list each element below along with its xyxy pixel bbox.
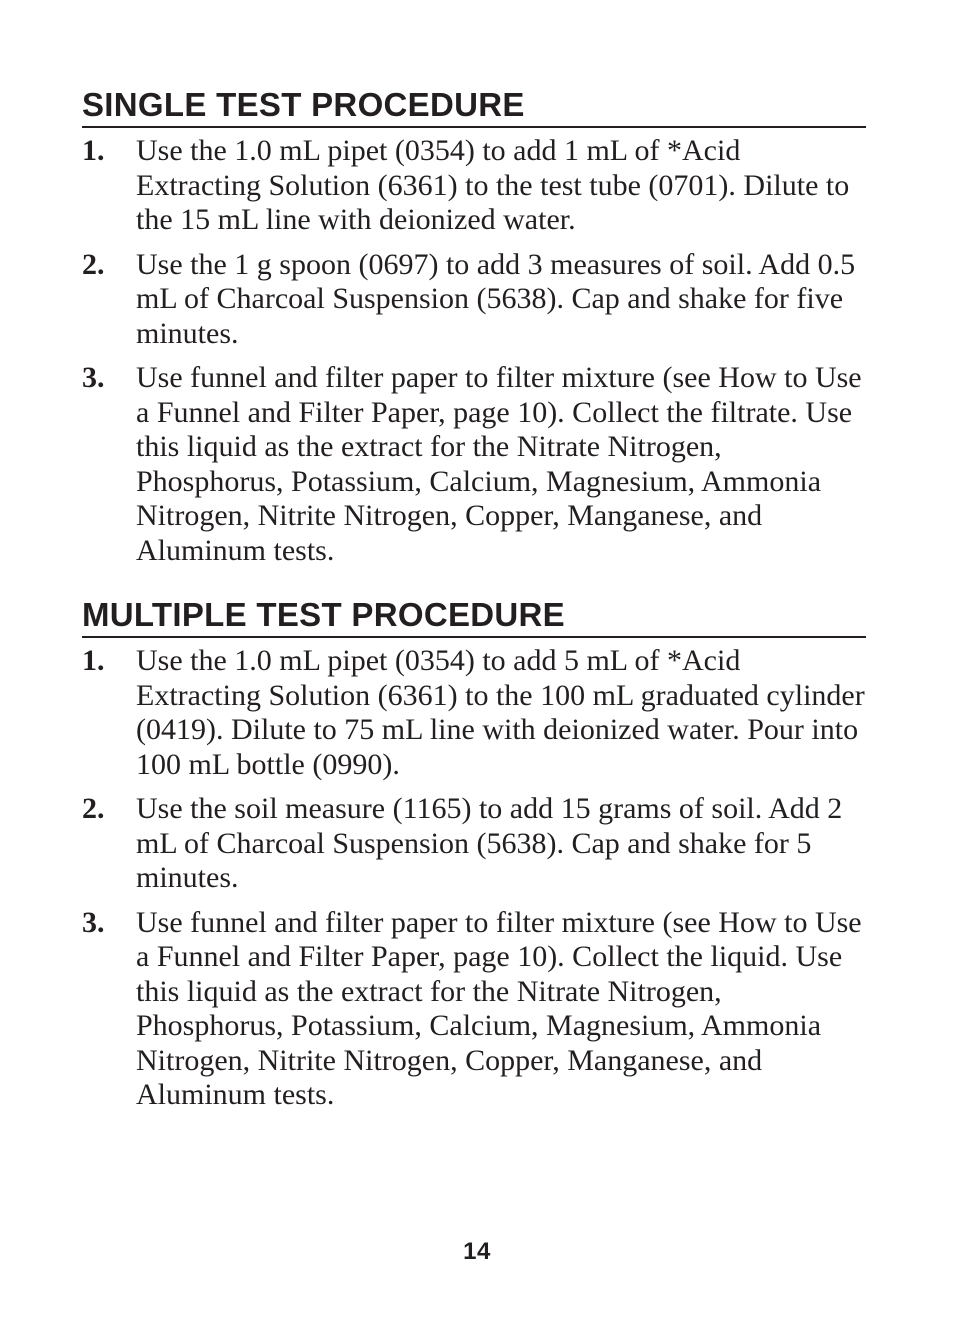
list-item: 1. Use the 1.0 mL pipet (0354) to add 5 …	[82, 644, 866, 782]
list-item: 1. Use the 1.0 mL pipet (0354) to add 1 …	[82, 134, 866, 238]
item-text: Use the soil measure (1165) to add 15 gr…	[136, 792, 866, 896]
item-text: Use the 1.0 mL pipet (0354) to add 5 mL …	[136, 644, 866, 782]
heading-single-test: SINGLE TEST PROCEDURE	[82, 86, 866, 128]
single-test-list: 1. Use the 1.0 mL pipet (0354) to add 1 …	[82, 134, 866, 568]
item-number: 3.	[82, 906, 136, 941]
list-item: 3. Use funnel and filter paper to filter…	[82, 906, 866, 1113]
item-text: Use funnel and filter paper to filter mi…	[136, 906, 866, 1113]
item-number: 1.	[82, 644, 136, 679]
item-number: 2.	[82, 248, 136, 283]
item-number: 2.	[82, 792, 136, 827]
item-number: 3.	[82, 361, 136, 396]
page: SINGLE TEST PROCEDURE 1. Use the 1.0 mL …	[0, 0, 954, 1336]
item-text: Use the 1 g spoon (0697) to add 3 measur…	[136, 248, 866, 352]
item-number: 1.	[82, 134, 136, 169]
multiple-test-list: 1. Use the 1.0 mL pipet (0354) to add 5 …	[82, 644, 866, 1113]
list-item: 2. Use the soil measure (1165) to add 15…	[82, 792, 866, 896]
item-text: Use funnel and filter paper to filter mi…	[136, 361, 866, 568]
page-number: 14	[0, 1238, 954, 1266]
list-item: 3. Use funnel and filter paper to filter…	[82, 361, 866, 568]
item-text: Use the 1.0 mL pipet (0354) to add 1 mL …	[136, 134, 866, 238]
heading-multiple-test: MULTIPLE TEST PROCEDURE	[82, 596, 866, 638]
list-item: 2. Use the 1 g spoon (0697) to add 3 mea…	[82, 248, 866, 352]
